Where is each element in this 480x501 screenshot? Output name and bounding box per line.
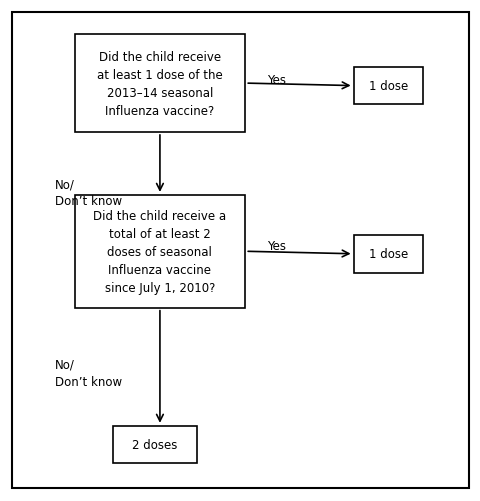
Bar (74, 35, 245, 133)
Text: 2 doses: 2 doses (132, 438, 178, 451)
Bar (113, 426, 197, 463)
Bar (353, 235, 422, 273)
Text: Did the child receive
at least 1 dose of the
2013–14 seasonal
Influenza vaccine?: Did the child receive at least 1 dose of… (97, 51, 222, 117)
Text: No/
Don’t know: No/ Don’t know (55, 358, 122, 388)
Text: No/
Don’t know: No/ Don’t know (55, 178, 122, 208)
Bar (353, 68, 422, 105)
Text: Did the child receive a
total of at least 2
doses of seasonal
Influenza vaccine
: Did the child receive a total of at leas… (93, 209, 226, 294)
Text: 1 dose: 1 dose (368, 80, 407, 93)
Text: 1 dose: 1 dose (368, 248, 407, 261)
Bar (74, 195, 245, 308)
Text: Yes: Yes (266, 74, 286, 87)
Text: Yes: Yes (266, 240, 286, 253)
